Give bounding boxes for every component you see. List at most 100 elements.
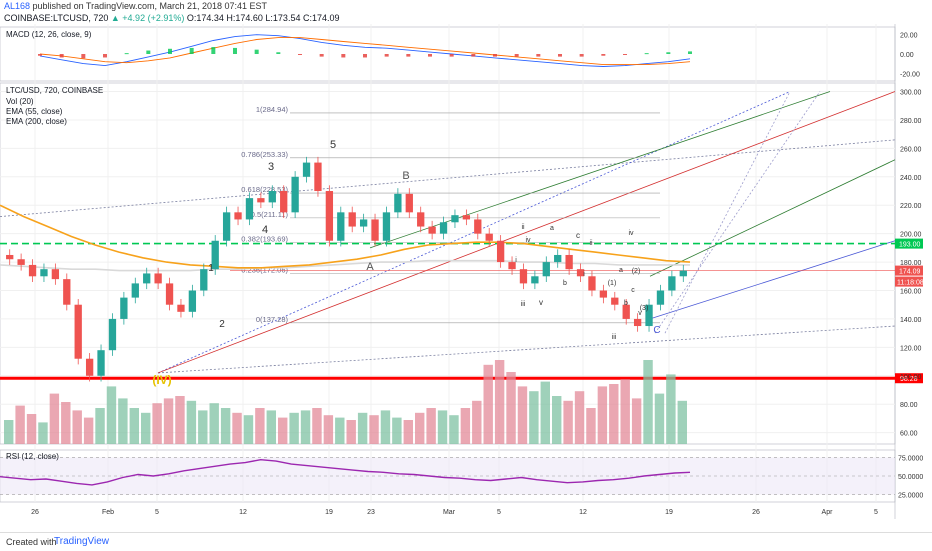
macd-histogram-bar bbox=[146, 50, 151, 54]
tradingview-logo[interactable]: TradingView bbox=[54, 536, 110, 547]
macd-histogram-bar bbox=[189, 47, 194, 54]
wave-label: A bbox=[366, 261, 374, 273]
wave-label: b bbox=[563, 280, 567, 287]
macd-histogram-bar bbox=[428, 54, 432, 57]
volume-bar bbox=[609, 384, 619, 444]
time-tick-label: 12 bbox=[239, 509, 247, 516]
macd-histogram-bar bbox=[363, 54, 367, 58]
price-tick-label: 120.00 bbox=[900, 345, 922, 352]
candle-body bbox=[588, 276, 596, 291]
legend: LTC/USD, 720, COINBASE Vol (20)EMA (55, c… bbox=[6, 86, 103, 126]
footer: Created with TradingView bbox=[0, 532, 932, 551]
volume-bar bbox=[437, 410, 448, 444]
volume-bar bbox=[312, 408, 322, 444]
macd-histogram-bar bbox=[688, 51, 692, 54]
trend-line-red bbox=[157, 91, 896, 374]
ema-200-line bbox=[0, 259, 690, 272]
volume-bar bbox=[335, 417, 345, 444]
volume-bar bbox=[415, 412, 425, 444]
macd-histogram-bar bbox=[384, 54, 389, 57]
author-link[interactable]: AL168 bbox=[4, 1, 31, 11]
trend-line-lower-dotted bbox=[157, 325, 896, 374]
candle-body bbox=[314, 162, 322, 192]
wave-label: ii bbox=[589, 240, 593, 247]
candle-body bbox=[371, 219, 379, 241]
rsi-panel: RSI (12, close) bbox=[0, 452, 895, 495]
wave-label: v bbox=[539, 298, 543, 307]
candle-body bbox=[40, 269, 48, 277]
volume-bar bbox=[392, 417, 402, 444]
fib-level-label: 0(137.28) bbox=[256, 315, 289, 324]
macd-histogram-bar bbox=[601, 54, 606, 56]
candle-body bbox=[28, 264, 37, 277]
candle-body bbox=[451, 215, 459, 223]
candle-body bbox=[17, 259, 25, 265]
time-tick-label: 5 bbox=[155, 509, 159, 516]
time-tick-label: Apr bbox=[822, 509, 834, 516]
volume-bar bbox=[118, 398, 128, 444]
volume-bars bbox=[4, 360, 687, 444]
macd-histogram-bar bbox=[644, 53, 649, 55]
volume-bar bbox=[209, 403, 219, 444]
price-tick-label: 80.00 bbox=[900, 402, 918, 409]
chart-canvas[interactable]: 1(284.94) 0.786(253.33) 0.618(228.53) 0.5(2… bbox=[0, 24, 932, 532]
candle-body bbox=[291, 176, 299, 213]
rsi-title: RSI (12, close) bbox=[6, 452, 59, 461]
macd-tick-label: 20.00 bbox=[900, 33, 918, 40]
volume-bar bbox=[289, 412, 299, 444]
volume-bar bbox=[357, 412, 368, 444]
candle-body bbox=[85, 358, 94, 376]
macd-histogram-bar bbox=[211, 47, 216, 54]
volume-bar bbox=[141, 412, 151, 444]
wave-label: 2 bbox=[219, 319, 225, 330]
wave-label: 3 bbox=[268, 161, 274, 173]
candle-body bbox=[405, 193, 413, 213]
macd-histogram-bar bbox=[449, 54, 454, 57]
macd-histogram-bar bbox=[298, 54, 302, 55]
volume-bar bbox=[255, 408, 265, 444]
macd-panel: MACD (12, 26, close, 9) bbox=[6, 30, 692, 67]
legend-entry: Vol (20) bbox=[6, 97, 34, 106]
trend-line-upper-dotted bbox=[0, 139, 896, 217]
time-tick-label: 23 bbox=[367, 509, 375, 516]
volume-bar bbox=[677, 400, 687, 444]
macd-histogram-bar bbox=[81, 54, 86, 59]
candle-body bbox=[337, 212, 345, 241]
legend-entry: EMA (55, close) bbox=[6, 107, 63, 116]
created-with-text: Created with bbox=[6, 537, 57, 547]
volume-bar bbox=[517, 386, 528, 444]
candle-body bbox=[108, 318, 117, 351]
rsi-tick-label: 25.0000 bbox=[898, 493, 923, 500]
candle-body bbox=[565, 254, 573, 270]
volume-bar bbox=[278, 417, 288, 444]
wave-label: iv bbox=[628, 230, 634, 237]
volume-bar bbox=[220, 408, 231, 444]
projection-line-2 bbox=[664, 91, 791, 334]
candle-body bbox=[74, 304, 82, 359]
macd-histogram-bar bbox=[666, 52, 671, 54]
candle-body bbox=[268, 191, 276, 203]
trend-line-blue-lower bbox=[649, 240, 896, 320]
volume-bar bbox=[597, 386, 608, 444]
candle-body bbox=[656, 290, 665, 305]
price-candles bbox=[6, 156, 687, 382]
wave-label: (1) bbox=[608, 280, 617, 287]
volume-bar bbox=[300, 410, 311, 444]
wave-label: ii bbox=[521, 224, 525, 231]
macd-histogram-bar bbox=[536, 54, 541, 57]
wave-label: 4 bbox=[262, 224, 268, 236]
volume-bar bbox=[472, 400, 482, 444]
volume-bar bbox=[666, 374, 676, 444]
volume-bar bbox=[643, 360, 653, 444]
time-tick-label: 26 bbox=[752, 509, 760, 516]
support-price-tag bbox=[895, 373, 923, 384]
volume-bar bbox=[460, 408, 471, 444]
time-tick-label: 5 bbox=[874, 509, 878, 516]
candle-body bbox=[668, 276, 676, 291]
volume-bar bbox=[243, 415, 254, 444]
candle-body bbox=[645, 304, 653, 327]
volume-bar bbox=[380, 410, 391, 444]
candle-body bbox=[611, 297, 619, 305]
wave-label: B bbox=[402, 170, 409, 182]
wave-label: i bbox=[583, 271, 585, 278]
